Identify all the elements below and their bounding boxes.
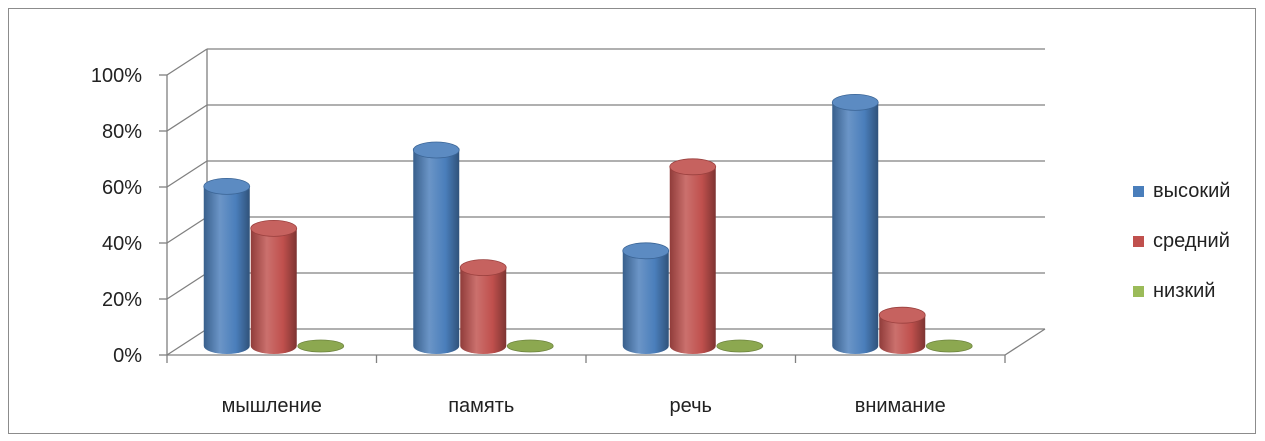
bar (669, 158, 717, 354)
bar-body (879, 315, 926, 354)
bar (297, 339, 345, 353)
side-gridline (166, 328, 208, 356)
y-tick-label: 100% (91, 65, 142, 87)
bar-top (622, 242, 670, 260)
bar (459, 259, 507, 354)
y-tick-label: 80% (102, 121, 142, 143)
bar (925, 339, 973, 353)
side-gridline (166, 160, 208, 188)
bar-top (412, 141, 460, 159)
bar (412, 141, 460, 354)
bar-top (669, 158, 717, 176)
legend-swatch (1133, 235, 1144, 247)
bar-top (716, 339, 764, 353)
bar-top (203, 177, 251, 195)
x-tick-label: речь (670, 395, 712, 417)
legend-item: средний (1133, 216, 1258, 266)
bar (622, 242, 670, 354)
bar (203, 177, 251, 354)
bar (250, 219, 298, 354)
bar-top (506, 339, 554, 353)
bar-body (413, 150, 460, 354)
side-gridline (166, 48, 208, 76)
bar-top (878, 306, 926, 324)
y-tick-label: 40% (102, 233, 142, 255)
x-tick-label: внимание (855, 395, 946, 417)
bar-body (669, 166, 716, 354)
bar-body (250, 228, 297, 354)
legend-swatch (1133, 285, 1144, 297)
bar (716, 339, 764, 353)
chart-legend: высокий средний низкий (1133, 166, 1258, 316)
bar (878, 306, 926, 354)
bar-body (832, 102, 879, 355)
bar (506, 339, 554, 353)
x-tick-label: мышление (222, 395, 322, 417)
bar-top (297, 339, 345, 353)
bar-body (203, 186, 250, 354)
floor-edge (1004, 328, 1046, 356)
bar-body (622, 250, 669, 354)
bar-top (831, 94, 879, 111)
bar (831, 94, 879, 355)
legend-label: высокий (1153, 179, 1231, 202)
legend-label: средний (1153, 229, 1230, 252)
legend-item: низкий (1133, 266, 1258, 316)
legend-item: высокий (1133, 166, 1258, 216)
legend-swatch (1133, 185, 1144, 197)
bar-top (925, 339, 973, 353)
legend-label: низкий (1153, 279, 1216, 302)
bar-body (460, 267, 507, 354)
side-gridline (166, 216, 208, 244)
y-tick-label: 0% (113, 345, 142, 367)
side-gridline (166, 272, 208, 300)
bar-top (250, 219, 298, 237)
x-tick-label: память (448, 395, 514, 417)
y-tick-label: 60% (102, 177, 142, 199)
side-gridline (166, 104, 208, 132)
y-tick-label: 20% (102, 289, 142, 311)
bar-top (459, 259, 507, 277)
